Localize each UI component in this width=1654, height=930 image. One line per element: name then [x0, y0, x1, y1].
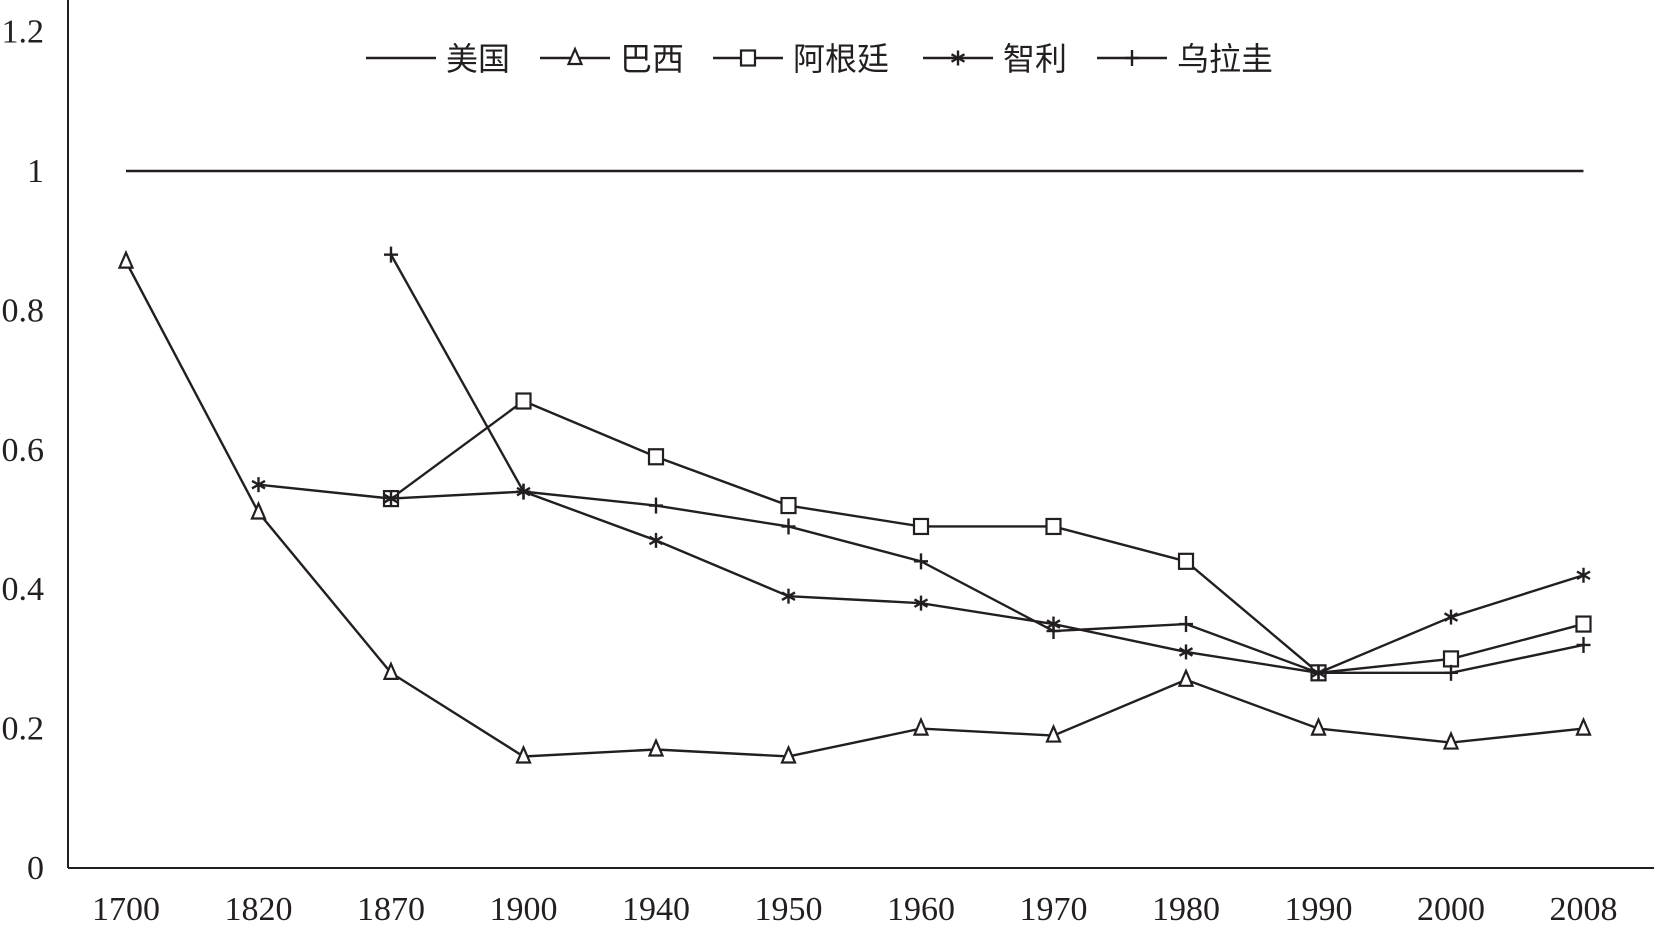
data-point: [1045, 723, 1062, 743]
x-tick-label: 1820: [225, 891, 293, 928]
x-tick-label: 1940: [622, 891, 690, 928]
data-point: [1575, 716, 1592, 736]
legend-marker: [566, 46, 584, 66]
series-1: [117, 249, 1592, 764]
series-line: [258, 483, 1584, 675]
legend-marker: [739, 49, 757, 67]
data-point: [1443, 609, 1459, 625]
legend-item: 乌拉圭: [1097, 40, 1273, 78]
legend-label: 阿根廷: [793, 40, 889, 78]
legend-label: 巴西: [620, 40, 684, 78]
data-point: [117, 249, 135, 269]
x-tick-label: 1960: [887, 891, 955, 928]
data-point: [1179, 616, 1193, 633]
legend-item: 阿根廷: [713, 40, 889, 78]
legend: 美国 巴西 阿根廷 智利 乌拉圭: [366, 40, 1273, 78]
data-point: [913, 595, 929, 611]
x-tick-label: 1970: [1020, 891, 1088, 928]
legend-item: 巴西: [540, 40, 684, 78]
data-point: [1575, 615, 1592, 633]
data-point: [649, 497, 663, 514]
x-tick-label: 1950: [755, 891, 823, 928]
data-point: [1046, 623, 1061, 640]
data-point: [1442, 650, 1460, 668]
data-point: [1311, 664, 1326, 681]
y-tick-label: 1.2: [2, 14, 45, 51]
y-tick-label: 0.4: [2, 571, 45, 608]
x-tick-label: 1870: [357, 891, 425, 928]
legend-marker: [1125, 50, 1139, 66]
data-point: [515, 392, 532, 410]
data-point: [780, 496, 797, 515]
x-tick-label: 1900: [490, 891, 558, 928]
x-tick-label: 1700: [92, 891, 160, 928]
data-point: [781, 588, 796, 604]
data-point: [1177, 552, 1195, 570]
y-tick-label: 0.2: [2, 711, 45, 748]
series-2: [382, 392, 1592, 682]
series-line: [124, 261, 1584, 758]
series-layer: [117, 169, 1592, 764]
data-point: [912, 517, 930, 536]
data-point: [1177, 668, 1195, 687]
legend-label: 智利: [1003, 40, 1067, 78]
y-tick-labels: 0 0.2 0.4 0.6 0.8 1 1.2: [2, 14, 45, 887]
data-point: [1045, 517, 1062, 536]
series-3: [251, 477, 1591, 681]
legend-item: 美国: [366, 40, 510, 78]
y-tick-label: 0: [27, 850, 44, 887]
data-point: [384, 246, 398, 263]
data-point: [516, 483, 531, 500]
data-point: [1178, 644, 1194, 660]
data-point: [647, 448, 665, 466]
series-line: [390, 399, 1584, 675]
x-tick-label: 2008: [1550, 891, 1618, 928]
x-tick-label: 1980: [1152, 891, 1220, 928]
legend-label: 乌拉圭: [1177, 40, 1273, 78]
data-point: [648, 532, 664, 548]
x-tick-label: 2000: [1417, 891, 1485, 928]
y-tick-label: 1: [27, 153, 44, 190]
legend-item: 智利: [923, 40, 1067, 78]
data-point: [383, 491, 399, 507]
y-tick-label: 0.6: [2, 432, 45, 469]
data-point: [1444, 664, 1458, 681]
data-point: [912, 716, 930, 736]
legend-marker: [950, 50, 966, 66]
data-point: [914, 553, 928, 570]
data-point: [1576, 636, 1591, 653]
data-point: [250, 500, 267, 520]
data-point: [781, 518, 796, 535]
data-point: [515, 744, 532, 764]
data-point: [1310, 716, 1327, 736]
x-tick-labels: 1700 1820 1870 1900 1940 1950 1960 1970 1980 1990…: [92, 891, 1618, 928]
data-point: [382, 661, 400, 680]
x-tick-label: 1990: [1285, 891, 1353, 928]
data-point: [1576, 567, 1591, 583]
axes: [67, 0, 1654, 869]
series-line: [389, 254, 1584, 675]
data-point: [1442, 730, 1460, 750]
data-point: [780, 744, 797, 764]
y-tick-label: 0.8: [2, 292, 45, 329]
legend-label: 美国: [446, 40, 510, 78]
data-point: [251, 477, 266, 493]
series-4: [384, 246, 1591, 681]
data-point: [647, 737, 665, 757]
